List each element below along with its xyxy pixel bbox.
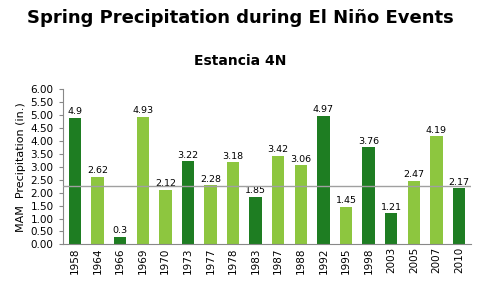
Text: 3.18: 3.18	[222, 152, 243, 161]
Bar	[429, 136, 442, 244]
Bar	[69, 118, 81, 244]
Text: Spring Precipitation during El Niño Events: Spring Precipitation during El Niño Even…	[27, 9, 453, 27]
Text: 3.42: 3.42	[267, 145, 288, 154]
Bar	[452, 188, 464, 244]
Text: 2.17: 2.17	[447, 178, 468, 187]
Bar	[339, 207, 351, 244]
Text: 0.3: 0.3	[112, 226, 127, 235]
Bar	[407, 181, 419, 244]
Text: 1.45: 1.45	[335, 196, 356, 205]
Bar	[227, 162, 239, 244]
Text: 3.76: 3.76	[357, 137, 378, 146]
Bar	[249, 197, 261, 244]
Text: 2.12: 2.12	[155, 179, 176, 188]
Bar	[159, 190, 171, 244]
Bar	[361, 147, 374, 244]
Bar	[294, 165, 306, 244]
Y-axis label: MAM  Precipitation (in.): MAM Precipitation (in.)	[16, 102, 26, 232]
Text: 4.97: 4.97	[312, 105, 333, 114]
Bar	[384, 213, 396, 244]
Text: 2.28: 2.28	[200, 175, 220, 184]
Bar	[114, 237, 126, 244]
Text: 2.47: 2.47	[402, 170, 423, 179]
Bar	[91, 177, 104, 244]
Text: 2.62: 2.62	[87, 166, 108, 175]
Text: 3.22: 3.22	[177, 151, 198, 160]
Bar	[316, 116, 329, 244]
Text: 1.85: 1.85	[245, 186, 265, 195]
Bar	[204, 185, 216, 244]
Bar	[272, 156, 284, 244]
Text: 4.9: 4.9	[67, 107, 82, 116]
Bar	[136, 117, 149, 244]
Text: Estancia 4N: Estancia 4N	[194, 54, 286, 68]
Text: 4.19: 4.19	[425, 125, 446, 135]
Text: 3.06: 3.06	[289, 155, 311, 164]
Text: 4.93: 4.93	[132, 106, 153, 116]
Bar	[181, 161, 194, 244]
Text: 1.21: 1.21	[380, 203, 401, 212]
